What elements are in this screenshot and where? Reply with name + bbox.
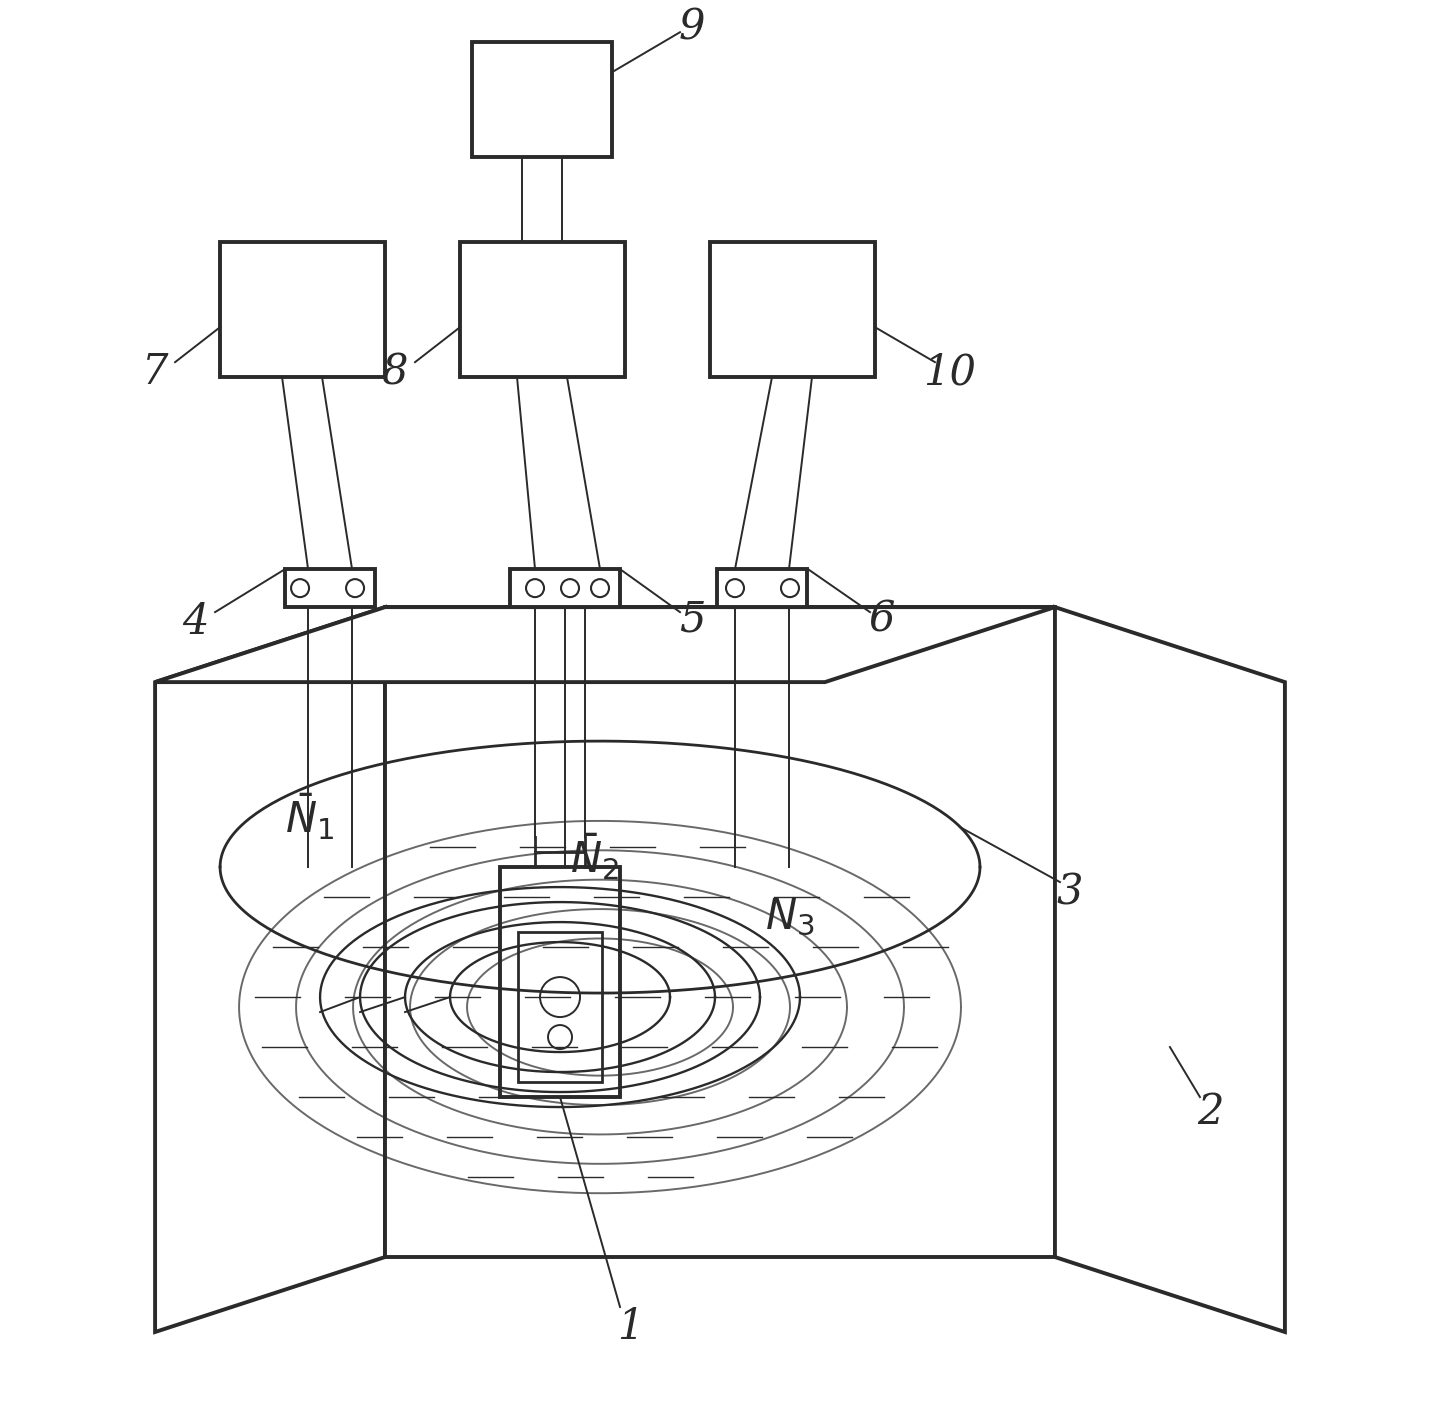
Bar — [518, 932, 602, 1082]
Bar — [472, 43, 612, 157]
Text: 3: 3 — [1057, 870, 1083, 913]
Text: 10: 10 — [923, 351, 976, 394]
Bar — [717, 569, 806, 606]
Text: 6: 6 — [868, 598, 896, 641]
Text: $N_3$: $N_3$ — [765, 896, 815, 938]
Polygon shape — [1056, 606, 1284, 1331]
Text: 9: 9 — [678, 6, 706, 49]
Text: 5: 5 — [678, 598, 706, 641]
Bar — [500, 868, 621, 1097]
Text: 1: 1 — [616, 1306, 644, 1349]
Polygon shape — [156, 606, 1056, 682]
Polygon shape — [156, 606, 384, 1331]
Text: 4: 4 — [181, 601, 209, 644]
Bar — [459, 243, 625, 377]
Text: 2: 2 — [1197, 1092, 1223, 1133]
Bar — [220, 243, 384, 377]
Text: 7: 7 — [141, 351, 168, 394]
Bar — [510, 569, 621, 606]
Text: $\bar{N}_2$: $\bar{N}_2$ — [570, 832, 619, 882]
Text: 8: 8 — [382, 351, 409, 394]
Polygon shape — [384, 606, 1056, 1257]
Text: $\bar{N}_1$: $\bar{N}_1$ — [285, 792, 334, 842]
Bar — [285, 569, 374, 606]
Bar — [710, 243, 876, 377]
